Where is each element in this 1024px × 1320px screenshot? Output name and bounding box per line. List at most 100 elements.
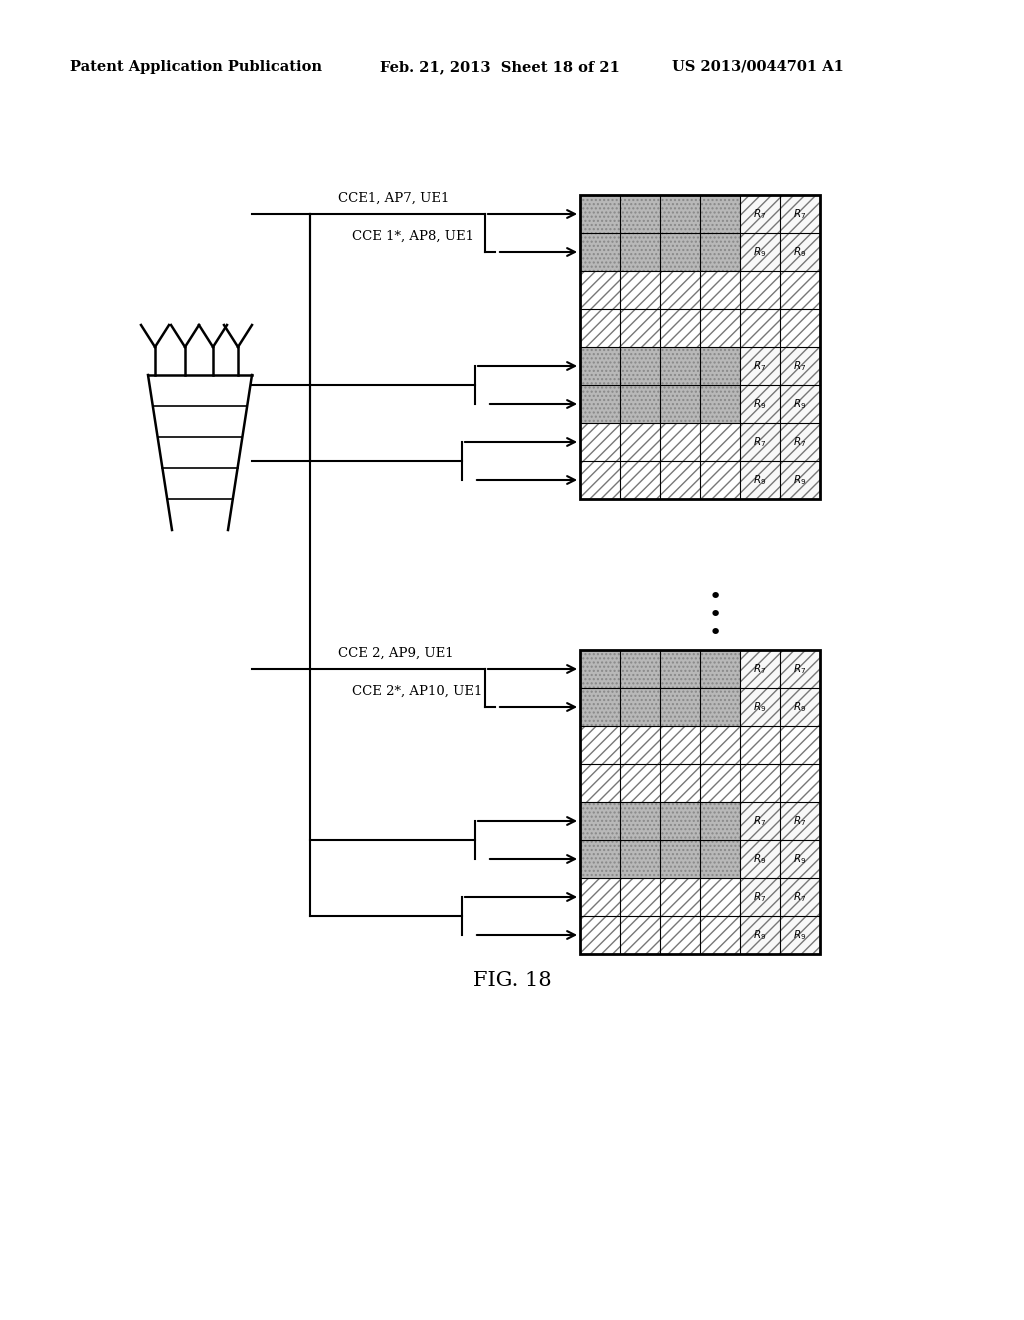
Bar — [580, 385, 620, 422]
Bar — [660, 271, 700, 309]
Bar — [740, 347, 780, 385]
Bar — [740, 840, 780, 878]
Bar — [700, 347, 740, 385]
Bar — [740, 916, 780, 954]
Bar — [660, 461, 700, 499]
Text: •: • — [709, 623, 722, 643]
Bar — [780, 688, 820, 726]
Bar — [780, 803, 820, 840]
Text: $R_9$: $R_9$ — [754, 928, 767, 942]
Text: $R_9$: $R_9$ — [754, 246, 767, 259]
Bar — [740, 688, 780, 726]
Bar — [740, 422, 780, 461]
Bar — [740, 309, 780, 347]
Bar — [740, 649, 780, 688]
Bar — [740, 878, 780, 916]
Bar — [660, 803, 700, 840]
Bar — [580, 422, 620, 461]
Bar — [740, 688, 780, 726]
Bar — [580, 649, 820, 954]
Bar — [700, 764, 740, 803]
Bar — [740, 385, 780, 422]
Bar — [700, 803, 740, 840]
Bar — [780, 195, 820, 234]
Bar — [700, 309, 740, 347]
Bar — [620, 422, 660, 461]
Bar — [660, 726, 700, 764]
Text: $R_9$: $R_9$ — [754, 700, 767, 714]
Bar — [740, 878, 780, 916]
Bar — [620, 385, 660, 422]
Bar — [780, 461, 820, 499]
Bar — [580, 688, 620, 726]
Bar — [580, 803, 620, 840]
Text: $R_7$: $R_7$ — [754, 436, 767, 449]
Bar — [700, 234, 740, 271]
Bar — [620, 803, 660, 840]
Bar — [780, 461, 820, 499]
Bar — [660, 649, 700, 688]
Bar — [660, 764, 700, 803]
Bar — [780, 422, 820, 461]
Bar — [580, 764, 620, 803]
Text: CCE 1*, AP8, UE1: CCE 1*, AP8, UE1 — [352, 230, 474, 243]
Bar — [780, 309, 820, 347]
Bar — [740, 803, 780, 840]
Bar — [700, 649, 740, 688]
Bar — [580, 461, 620, 499]
Bar — [700, 726, 740, 764]
Bar — [780, 234, 820, 271]
Bar — [780, 803, 820, 840]
Bar — [740, 803, 780, 840]
Text: $R_9$: $R_9$ — [794, 473, 807, 487]
Bar — [780, 271, 820, 309]
Bar — [700, 271, 740, 309]
Bar — [740, 916, 780, 954]
Bar — [660, 422, 700, 461]
Bar — [620, 195, 660, 234]
Text: $R_9$: $R_9$ — [794, 928, 807, 942]
Text: US 2013/0044701 A1: US 2013/0044701 A1 — [672, 59, 844, 74]
Bar — [780, 840, 820, 878]
Text: •: • — [709, 587, 722, 607]
Text: CCE 2, AP9, UE1: CCE 2, AP9, UE1 — [338, 647, 454, 660]
Bar — [780, 234, 820, 271]
Bar — [620, 234, 660, 271]
Bar — [700, 878, 740, 916]
Bar — [780, 840, 820, 878]
Bar — [700, 840, 740, 878]
Bar — [580, 840, 620, 878]
Bar — [740, 271, 780, 309]
Bar — [740, 385, 780, 422]
Bar — [580, 649, 620, 688]
Bar — [780, 878, 820, 916]
Bar — [780, 385, 820, 422]
Text: $R_7$: $R_7$ — [794, 890, 807, 904]
Bar — [660, 195, 700, 234]
Bar — [740, 461, 780, 499]
Bar — [660, 385, 700, 422]
Bar — [660, 916, 700, 954]
Bar — [780, 422, 820, 461]
Text: $R_9$: $R_9$ — [794, 700, 807, 714]
Bar — [780, 347, 820, 385]
Bar — [620, 347, 660, 385]
Text: $R_7$: $R_7$ — [754, 207, 767, 220]
Bar — [740, 726, 780, 764]
Bar — [700, 385, 740, 422]
Bar — [620, 271, 660, 309]
Bar — [700, 422, 740, 461]
Bar — [620, 309, 660, 347]
Bar — [620, 461, 660, 499]
Text: $R_7$: $R_7$ — [794, 359, 807, 372]
Bar — [780, 195, 820, 234]
Bar — [740, 195, 780, 234]
Text: •: • — [709, 605, 722, 624]
Bar — [580, 916, 620, 954]
Bar — [780, 347, 820, 385]
Bar — [740, 649, 780, 688]
Text: CCE1, AP7, UE1: CCE1, AP7, UE1 — [338, 191, 450, 205]
Bar — [620, 688, 660, 726]
Bar — [780, 649, 820, 688]
Bar — [620, 840, 660, 878]
